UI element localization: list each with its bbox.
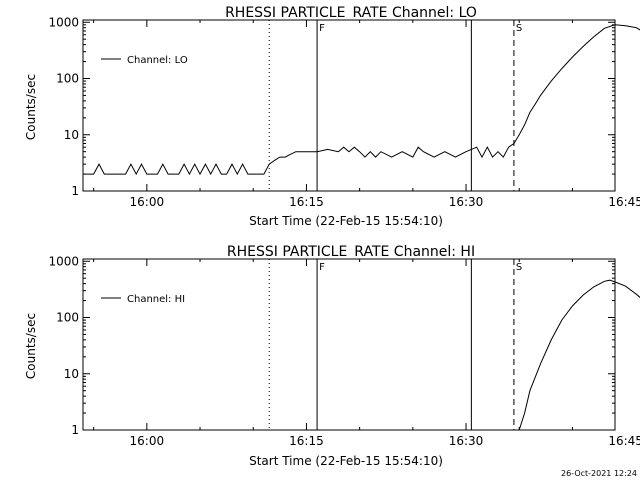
legend-label: Channel: LO	[127, 55, 188, 66]
x-axis-label: Start Time (22-Feb-15 15:54:10)	[249, 214, 443, 228]
marker-label: S	[516, 23, 522, 34]
plot-frame	[82, 258, 616, 431]
plot-frame	[82, 19, 616, 192]
print-timestamp: 26-Oct-2021 12:24	[561, 469, 637, 478]
panel-hi-channel: RHESSI PARTICLE_RATE Channel: HI Counts/…	[24, 244, 640, 468]
y-tick-label: 1	[71, 184, 79, 198]
y-tick-label: 1	[71, 423, 79, 437]
y-tick-label: 100	[56, 311, 79, 325]
y-tick-label: 1000	[48, 15, 79, 29]
legend-label: Channel: HI	[127, 294, 185, 305]
y-axis-label: Counts/sec	[24, 74, 38, 140]
x-tick-label: 16:00	[130, 434, 165, 448]
x-axis-label: Start Time (22-Feb-15 15:54:10)	[249, 454, 443, 468]
x-tick-label: 16:45	[608, 434, 640, 448]
x-tick-label: 16:15	[289, 195, 324, 209]
x-tick-label: 16:30	[449, 195, 484, 209]
x-tick-label: 16:45	[608, 195, 640, 209]
chart-title: RHESSI PARTICLE_RATE Channel: LO	[225, 5, 477, 21]
data-series	[518, 279, 640, 431]
marker-label: S	[516, 262, 522, 273]
y-tick-label: 10	[64, 128, 79, 142]
y-tick-label: 10	[64, 367, 79, 381]
x-tick-label: 16:15	[289, 434, 324, 448]
y-axis-label: Counts/sec	[24, 313, 38, 379]
y-tick-label: 100	[56, 72, 79, 86]
y-tick-label: 1000	[48, 254, 79, 268]
x-tick-label: 16:00	[130, 195, 165, 209]
chart-title: RHESSI PARTICLE_RATE Channel: HI	[227, 244, 475, 260]
marker-label: F	[319, 262, 325, 273]
panel-lo-channel: RHESSI PARTICLE_RATE Channel: LO Counts/…	[24, 5, 640, 228]
data-series	[84, 24, 640, 176]
marker-label: F	[319, 23, 325, 34]
x-tick-label: 16:30	[449, 434, 484, 448]
